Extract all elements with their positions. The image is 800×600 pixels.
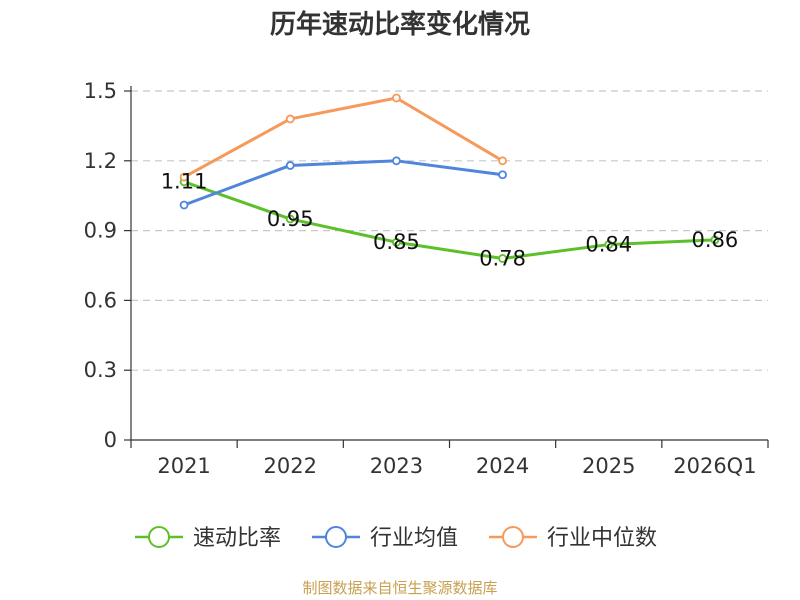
data-point[interactable] [179,200,189,210]
x-tick-label: 2023 [370,454,423,478]
legend[interactable]: 速动比率 行业均值 行业中位数 [135,526,657,551]
legend-label: 行业中位数 [547,526,657,551]
x-tick-label: 2021 [157,454,210,478]
data-point[interactable] [392,156,401,166]
x-axis-ticks: 2021 2022 2023 2024 2025 2026Q1 [130,440,769,478]
y-tick-label: 0.3 [84,358,117,382]
series-line [183,180,715,261]
data-point[interactable] [392,93,401,103]
legend-label: 速动比率 [193,526,281,551]
source-note: 制图数据来自恒生聚源数据库 [302,579,497,597]
data-label: 0.84 [585,233,632,257]
series-1 [179,156,507,210]
data-label: 1.11 [161,170,208,194]
legend-item[interactable]: 行业均值 [312,526,458,551]
data-label: 0.78 [479,247,526,271]
axes [130,86,768,441]
x-tick-label: 2025 [582,454,635,478]
legend-marker [502,526,524,548]
data-point[interactable] [498,254,507,263]
data-labels: 1.11 0.95 0.85 0.78 0.84 0.86 [161,170,739,271]
series-line [183,96,504,179]
y-tick-label: 0.9 [84,219,117,243]
data-point[interactable] [179,172,189,182]
chart-title: 历年速动比率变化情况 [270,9,530,40]
y-tick-label: 1.5 [84,79,117,103]
legend-item[interactable]: 行业中位数 [489,526,657,551]
series-layer [179,93,720,263]
data-label: 0.86 [692,228,739,252]
data-point[interactable] [498,156,507,166]
y-axis-ticks: 0 0.3 0.6 0.9 1.2 1.5 [84,79,131,452]
y-tick-label: 0 [104,428,117,452]
data-label: 0.85 [373,230,420,254]
data-point[interactable] [498,170,507,180]
legend-marker [148,526,170,548]
x-tick-label: 2026Q1 [673,454,756,478]
data-point[interactable] [604,240,614,249]
legend-item[interactable]: 速动比率 [135,526,281,551]
data-point[interactable] [285,214,295,224]
data-point[interactable] [285,161,295,170]
data-point[interactable] [285,114,295,124]
y-tick-label: 1.2 [84,149,117,173]
data-point[interactable] [392,237,401,247]
x-tick-label: 2022 [264,454,317,478]
data-point[interactable] [710,235,720,245]
legend-marker [325,526,347,548]
grid [131,90,768,371]
x-tick-label: 2024 [476,454,529,478]
data-label: 0.95 [267,207,314,231]
series-0 [179,177,720,263]
series-line [183,159,503,207]
series-2 [179,93,507,182]
y-tick-label: 0.6 [84,288,117,312]
legend-label: 行业均值 [370,526,458,551]
